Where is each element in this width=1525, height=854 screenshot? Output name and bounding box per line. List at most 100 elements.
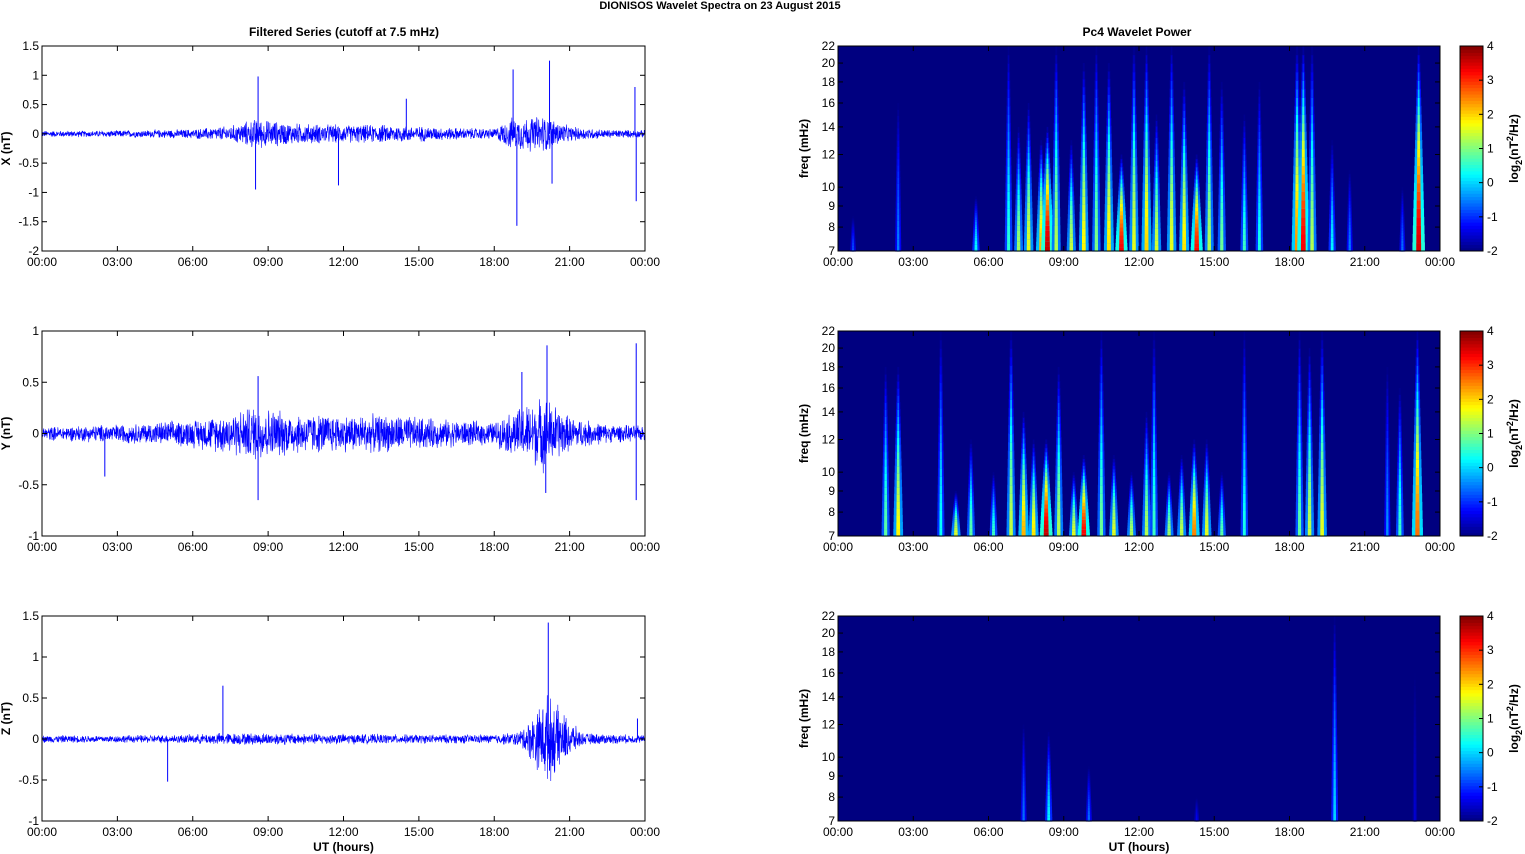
- colorbar-swatch: [1460, 500, 1483, 505]
- colorbar-swatch: [1460, 55, 1483, 60]
- streak-core: [940, 373, 942, 383]
- streak-core: [1334, 650, 1336, 660]
- streak-core: [1301, 225, 1306, 235]
- power-streak: [1127, 472, 1136, 537]
- streak-core: [1017, 152, 1020, 159]
- streak-core: [1155, 216, 1159, 224]
- x-tick-label: 21:00: [1350, 540, 1380, 554]
- streak-core: [884, 444, 887, 453]
- streak-core: [1010, 339, 1012, 349]
- streak-core: [1081, 522, 1086, 527]
- streak-core: [1243, 331, 1245, 341]
- streak-core: [1130, 504, 1133, 508]
- streak-core: [975, 205, 977, 209]
- streak-core: [1220, 498, 1223, 503]
- streak-core: [1348, 224, 1351, 229]
- streak-core: [1007, 208, 1010, 218]
- streak-core: [1072, 498, 1075, 503]
- streak-core: [1311, 71, 1313, 81]
- streak-core: [1168, 477, 1170, 481]
- streak-core: [1348, 203, 1351, 208]
- colorbar-swatch: [1460, 708, 1483, 713]
- streak-core: [1208, 105, 1211, 115]
- streak-core: [1295, 182, 1299, 192]
- streak-core: [1302, 105, 1305, 115]
- streak-core: [1009, 459, 1013, 469]
- colorbar-swatch: [1460, 350, 1483, 354]
- power-streak: [1078, 63, 1089, 252]
- streak-core: [1182, 222, 1186, 231]
- streak-core: [1220, 180, 1223, 189]
- streak-core: [1220, 493, 1223, 497]
- streak-core: [1331, 158, 1333, 164]
- streak-core: [1054, 174, 1058, 184]
- streak-core: [1119, 214, 1124, 220]
- streak-core: [897, 201, 900, 209]
- streak-core: [1180, 502, 1183, 507]
- streak-core: [852, 235, 854, 238]
- streak-core: [1399, 406, 1401, 414]
- streak-core: [1130, 482, 1133, 487]
- streak-core: [1386, 521, 1389, 530]
- streak-core: [1298, 433, 1301, 443]
- streak-core: [1220, 522, 1224, 526]
- x-tick-label: 03:00: [102, 255, 132, 269]
- streak-core: [1026, 244, 1031, 252]
- colorbar-swatch: [1460, 519, 1483, 524]
- power-streak: [1328, 140, 1336, 252]
- streak-core: [1258, 194, 1261, 203]
- streak-core: [955, 504, 957, 507]
- streak-core: [1072, 490, 1075, 495]
- streak-core: [1258, 187, 1261, 196]
- colorbar-swatch: [1460, 686, 1483, 691]
- streak-core: [1170, 139, 1173, 150]
- streak-core: [1401, 219, 1404, 223]
- streak-core: [1298, 493, 1301, 503]
- streak-core: [1047, 802, 1050, 807]
- streak-core: [1095, 165, 1098, 175]
- streak-core: [1208, 71, 1210, 81]
- streak-core: [1334, 641, 1336, 651]
- streak-core: [1087, 811, 1090, 815]
- streak-core: [1007, 242, 1011, 252]
- streak-core: [1386, 479, 1389, 488]
- streak-core: [1017, 209, 1020, 216]
- colorbar-swatch: [1460, 331, 1483, 335]
- streak-core: [1130, 485, 1133, 489]
- streak-core: [1145, 122, 1148, 133]
- streak-core: [1333, 735, 1336, 745]
- streak-core: [1095, 54, 1097, 64]
- power-streak: [1085, 766, 1092, 822]
- streak-core: [1196, 804, 1198, 806]
- streak-core: [1022, 796, 1025, 802]
- colorbar-swatch: [1460, 689, 1483, 694]
- streak-core: [1129, 528, 1134, 532]
- streak-core: [1320, 484, 1324, 494]
- streak-core: [1417, 131, 1420, 141]
- streak-core: [1133, 46, 1135, 56]
- colorbar-swatch: [1460, 359, 1483, 364]
- streak-core: [1220, 201, 1224, 210]
- streak-core: [1301, 199, 1306, 209]
- streak-core: [1321, 399, 1324, 409]
- streak-core: [1082, 509, 1086, 514]
- streak-core: [1032, 463, 1035, 469]
- streak-core: [1055, 46, 1057, 56]
- streak-core: [1206, 443, 1208, 449]
- panels-layer: 1.510.50-0.5-1-1.5-200:00 03:00 06:00 09:00…: [0, 39, 1524, 854]
- streak-core: [852, 216, 854, 219]
- colorbar-swatch: [1460, 808, 1483, 812]
- streak-core: [1195, 174, 1198, 180]
- streak-core: [1083, 458, 1085, 463]
- streak-core: [1416, 373, 1419, 383]
- streak-core: [1307, 520, 1312, 529]
- streak-core: [1310, 148, 1314, 158]
- y-tick-label: 0: [32, 732, 39, 746]
- streak-core: [1069, 227, 1073, 234]
- power-streak: [1295, 331, 1304, 537]
- streak-core: [1192, 503, 1196, 509]
- power-streak: [1307, 46, 1317, 252]
- streak-core: [1082, 149, 1085, 158]
- streak-core: [1257, 243, 1261, 252]
- colorbar-swatch: [1460, 122, 1483, 127]
